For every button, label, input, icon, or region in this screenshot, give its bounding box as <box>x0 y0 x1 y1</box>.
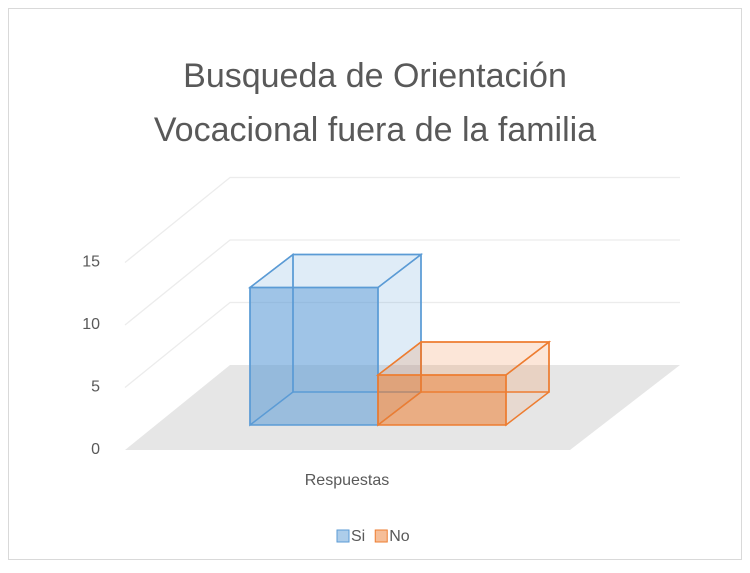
grid-line <box>124 176 680 264</box>
legend-label: Si <box>351 528 365 545</box>
bar <box>247 252 424 427</box>
legend-swatch <box>336 529 350 543</box>
grid-line <box>124 301 680 389</box>
bar-face <box>249 286 379 426</box>
chart-title: Vocacional fuera de la familia <box>154 111 596 149</box>
bar-face <box>377 374 507 426</box>
y-tick-label: 0 <box>91 441 100 458</box>
grid-line <box>124 239 680 326</box>
chart-title: Busqueda de Orientación <box>183 57 567 95</box>
bar <box>375 340 552 427</box>
chart-border <box>8 8 742 560</box>
legend-label: No <box>389 528 410 545</box>
legend-swatch <box>374 529 388 543</box>
x-tick-label: Respuestas <box>305 472 390 489</box>
y-tick-label: 10 <box>82 316 100 333</box>
y-tick-label: 5 <box>91 379 100 396</box>
y-tick-label: 15 <box>82 254 100 271</box>
